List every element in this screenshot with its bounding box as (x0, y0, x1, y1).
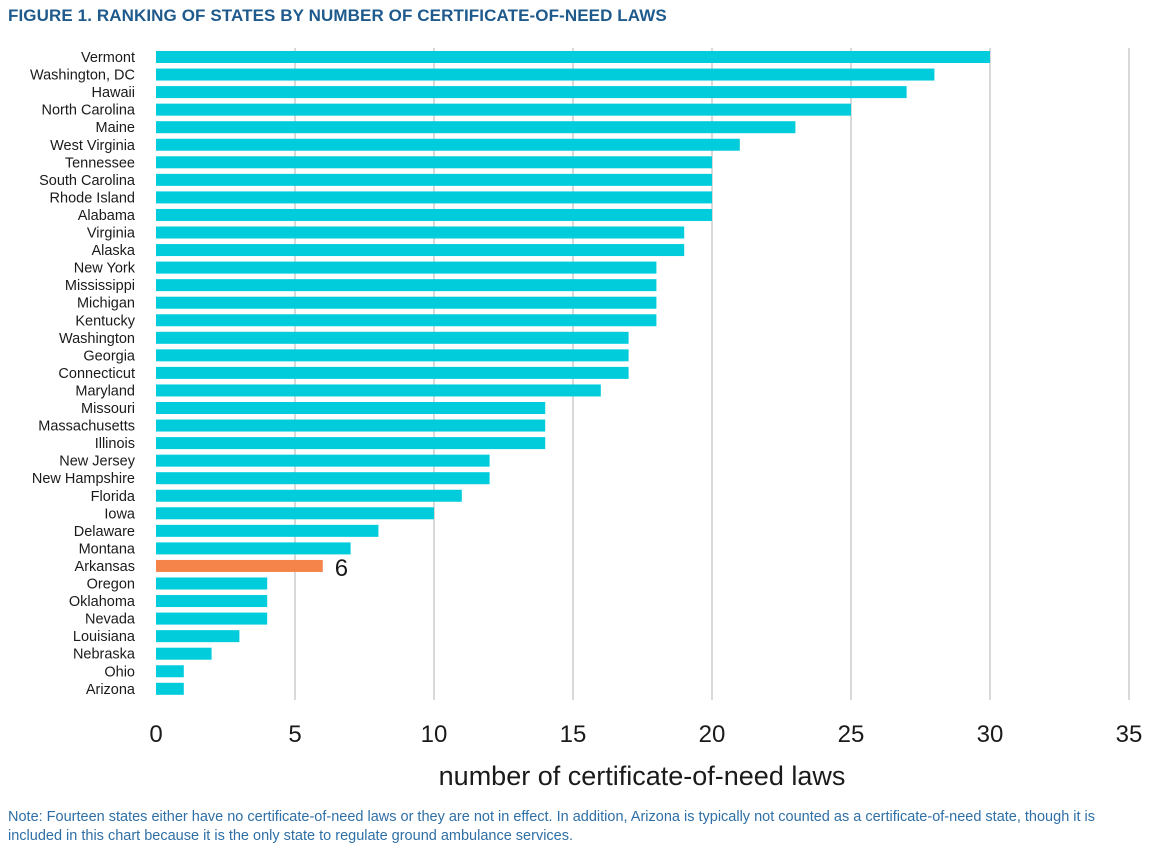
category-label: New Jersey (59, 454, 135, 470)
bar-delaware (156, 524, 379, 537)
category-label: Nevada (85, 612, 136, 628)
bar-maryland (156, 384, 601, 397)
bar-georgia (156, 349, 629, 362)
bar-louisiana (156, 630, 240, 643)
x-tick-label: 5 (288, 721, 301, 748)
category-label: Arizona (86, 682, 136, 698)
bar-michigan (156, 296, 657, 309)
bar-hawaii (156, 86, 907, 99)
x-tick-label: 0 (149, 721, 162, 748)
bar-arizona (156, 682, 184, 695)
bar-oregon (156, 577, 268, 590)
highlight-data-label: 6 (335, 555, 348, 582)
bar-new-jersey (156, 454, 490, 467)
category-label: Illinois (95, 436, 135, 452)
bar-mississippi (156, 279, 657, 292)
bar-maine (156, 121, 796, 134)
bar-alaska (156, 244, 685, 257)
category-label: South Carolina (39, 173, 136, 189)
category-label: Michigan (77, 296, 135, 312)
bar-iowa (156, 507, 434, 520)
category-label: Alaska (91, 243, 135, 259)
x-tick-labels: 0 5 10 15 20 25 30 35 (149, 721, 1142, 748)
bar-montana (156, 542, 351, 555)
category-label: Massachusetts (38, 419, 135, 435)
category-label: Louisiana (73, 629, 136, 645)
bars: 6 (156, 51, 990, 695)
bar-rhode-island (156, 191, 712, 204)
bar-arkansas (156, 559, 323, 572)
category-label: North Carolina (42, 103, 136, 119)
category-label: Maine (96, 120, 136, 136)
category-label: Hawaii (91, 85, 135, 101)
bar-vermont (156, 51, 990, 63)
x-tick-label: 15 (560, 721, 587, 748)
category-label: Missouri (81, 401, 135, 417)
category-label: New Hampshire (32, 471, 135, 487)
x-axis-title: number of certificate-of-need laws (439, 761, 846, 791)
bar-new-hampshire (156, 472, 490, 485)
category-label: Montana (79, 541, 136, 557)
category-label: Washington, DC (30, 68, 135, 84)
bar-nebraska (156, 647, 212, 660)
category-label: Connecticut (58, 366, 135, 382)
bar-virginia (156, 226, 685, 239)
category-label: Maryland (75, 383, 135, 399)
category-label: Oklahoma (69, 594, 136, 610)
category-label: New York (74, 261, 136, 277)
category-label: Virginia (87, 226, 136, 242)
bar-new-york (156, 261, 657, 274)
bar-alabama (156, 208, 712, 221)
category-label: Kentucky (75, 313, 135, 329)
chart-note: Note: Fourteen states either have no cer… (8, 809, 1096, 844)
bar-oklahoma (156, 595, 268, 608)
x-tick-label: 25 (838, 721, 865, 748)
bar-florida (156, 489, 462, 502)
category-label: Iowa (104, 506, 136, 522)
category-label: Delaware (74, 524, 135, 540)
category-label: West Virginia (50, 138, 136, 154)
x-tick-label: 30 (977, 721, 1004, 748)
bar-tennessee (156, 156, 712, 169)
category-label: Nebraska (73, 647, 136, 663)
category-label: Rhode Island (50, 190, 135, 206)
bar-west-virginia (156, 138, 740, 151)
category-label: Florida (91, 489, 136, 505)
category-label: Oregon (87, 577, 135, 593)
bar-north-carolina (156, 103, 851, 116)
bar-massachusetts (156, 419, 546, 432)
bar-nevada (156, 612, 268, 625)
chart-title: FIGURE 1. RANKING OF STATES BY NUMBER OF… (8, 6, 667, 25)
category-label: Vermont (81, 50, 135, 66)
bar-washington-dc (156, 68, 935, 81)
category-label: Alabama (78, 208, 136, 224)
x-tick-label: 20 (699, 721, 726, 748)
category-label: Tennessee (65, 155, 135, 171)
category-label: Washington (59, 331, 135, 347)
category-label: Georgia (83, 348, 136, 364)
bar-kentucky (156, 314, 657, 327)
bar-south-carolina (156, 173, 712, 186)
x-tick-label: 35 (1116, 721, 1143, 748)
x-tick-label: 10 (421, 721, 448, 748)
bar-washington (156, 331, 629, 344)
category-label: Mississippi (65, 278, 135, 294)
category-label: Ohio (104, 664, 135, 680)
bar-missouri (156, 402, 546, 414)
bar-ohio (156, 665, 184, 678)
category-label: Arkansas (75, 559, 135, 575)
bar-illinois (156, 437, 546, 450)
bar-connecticut (156, 366, 629, 379)
